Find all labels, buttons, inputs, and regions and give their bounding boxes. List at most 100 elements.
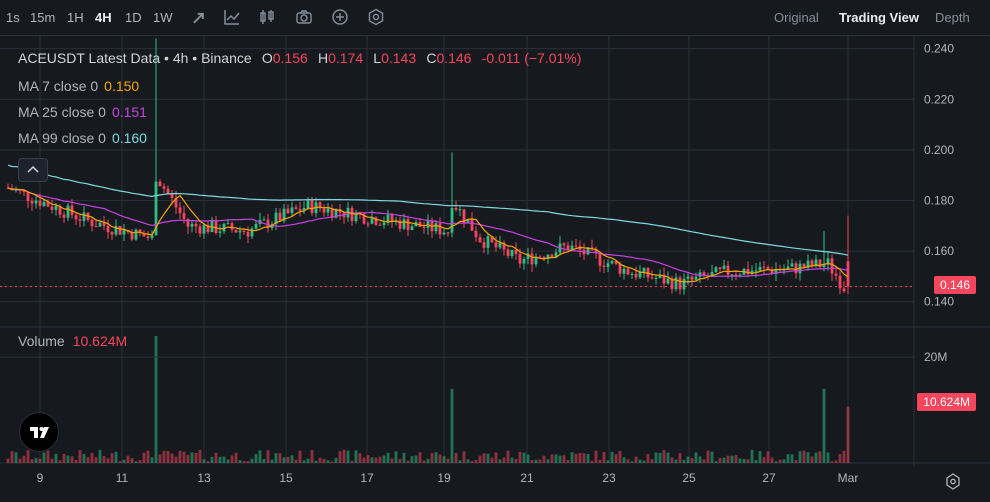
candle-body — [594, 248, 598, 254]
volume-bar — [738, 458, 742, 463]
time-tick-label: 23 — [602, 471, 616, 485]
volume-bar — [526, 454, 530, 463]
candle-body — [602, 265, 606, 267]
candle-body — [786, 266, 790, 270]
volume-bar — [550, 454, 554, 463]
candles-icon[interactable] — [258, 8, 276, 26]
volume-bar — [338, 451, 342, 463]
volume-bar — [758, 451, 762, 463]
price-axis[interactable]: 0.240 0.220 0.200 0.180 0.160 0.140 — [924, 42, 954, 309]
time-axis[interactable]: 9 11 13 15 17 19 21 23 25 27 Mar — [37, 471, 859, 485]
candle-body — [650, 277, 654, 279]
time-tick-label: 9 — [37, 471, 44, 485]
volume-bar — [482, 453, 486, 463]
candle-body — [702, 272, 706, 276]
chart-canvas[interactable]: 0.240 0.220 0.200 0.180 0.160 0.140 20M 9 11 13… — [0, 36, 990, 502]
candle-body — [298, 208, 302, 211]
volume-bar — [138, 460, 142, 463]
candle-body — [606, 263, 610, 267]
volume-bar — [118, 461, 122, 463]
candle-body — [398, 220, 402, 229]
candle-body — [522, 259, 526, 264]
volume-bar — [214, 452, 218, 463]
candle-body — [138, 229, 142, 234]
volume-bar — [830, 461, 834, 463]
candle-body — [370, 217, 374, 224]
timeframe-4h[interactable]: 4H — [95, 10, 112, 25]
candle-body — [562, 243, 566, 246]
volume-value: 10.624M — [72, 333, 128, 349]
add-indicator-icon[interactable] — [331, 8, 349, 26]
volume-bar — [210, 456, 214, 463]
volume-tick-label: 20M — [924, 350, 947, 364]
ohlc-open: O0.156 — [262, 50, 308, 66]
ma99-value: 0.160 — [111, 130, 147, 146]
ma7-legend[interactable]: MA 7 close 0 0.150 — [18, 78, 139, 94]
volume-bar — [542, 455, 546, 463]
volume-bar — [54, 453, 58, 463]
ma25-legend[interactable]: MA 25 close 0 0.151 — [18, 104, 147, 120]
camera-icon[interactable] — [295, 8, 313, 26]
candle-body — [438, 223, 442, 235]
view-depth[interactable]: Depth — [935, 10, 970, 25]
timeframe-1d[interactable]: 1D — [125, 10, 142, 25]
volume-bar — [726, 455, 730, 463]
candle-body — [378, 224, 382, 226]
candle-body — [446, 232, 450, 234]
price-tick-label: 0.200 — [924, 143, 954, 157]
reset-scale-icon[interactable] — [946, 473, 960, 490]
volume-bar — [674, 459, 678, 463]
open-label: O — [261, 50, 273, 66]
volume-bar — [378, 456, 382, 463]
candle-body — [806, 260, 810, 268]
timeframe-1w[interactable]: 1W — [153, 10, 173, 25]
volume-legend[interactable]: Volume 10.624M — [18, 333, 127, 349]
settings-icon[interactable] — [367, 8, 385, 26]
volume-bar — [646, 453, 650, 463]
volume-bar — [242, 461, 246, 463]
volume-bar — [186, 454, 190, 463]
volume-bar — [750, 449, 754, 463]
ma25-value: 0.151 — [111, 104, 147, 120]
timeframe-15m[interactable]: 15m — [30, 10, 56, 25]
volume-bar — [558, 455, 562, 463]
candle-body — [190, 223, 194, 227]
candle-body — [310, 199, 314, 214]
chart-toolbar: 1s 15m 1H 4H 1D 1W Original Trading View… — [0, 0, 990, 36]
collapse-legend-button[interactable] — [18, 158, 48, 182]
candle-body — [574, 245, 578, 247]
tradingview-logo[interactable] — [19, 412, 59, 452]
line-chart-icon[interactable] — [223, 8, 241, 26]
volume-bar — [718, 458, 722, 463]
volume-bar — [366, 455, 370, 463]
candle-body — [718, 267, 722, 270]
more-timeframes-icon[interactable] — [190, 10, 208, 28]
time-tick-label: 25 — [682, 471, 696, 485]
timeframe-1s[interactable]: 1s — [6, 10, 20, 25]
volume-bar — [230, 455, 234, 463]
timeframe-1h[interactable]: 1H — [67, 10, 84, 25]
candle-body — [762, 266, 766, 268]
volume-bar — [610, 451, 614, 463]
candle-body — [410, 226, 414, 231]
volume-axis: 20M — [0, 350, 947, 364]
candle-body — [622, 268, 626, 274]
candle-body — [206, 224, 210, 233]
view-original[interactable]: Original — [774, 10, 819, 25]
ma99-legend[interactable]: MA 99 close 0 0.160 — [18, 130, 147, 146]
volume-bar — [150, 457, 154, 463]
candle-body — [186, 218, 190, 227]
candle-body — [542, 257, 546, 259]
volume-bar — [438, 454, 442, 463]
volume-bar — [274, 453, 278, 463]
candle-body — [730, 274, 734, 276]
volume-bar — [266, 450, 270, 463]
candle-body — [162, 186, 166, 189]
volume-bar — [502, 457, 506, 463]
candle-body — [714, 267, 718, 272]
candle-body — [34, 200, 38, 204]
volume-bar — [402, 452, 406, 463]
view-trading-view[interactable]: Trading View — [839, 10, 919, 25]
volume-bar — [582, 453, 586, 463]
volume-bar — [454, 453, 458, 463]
